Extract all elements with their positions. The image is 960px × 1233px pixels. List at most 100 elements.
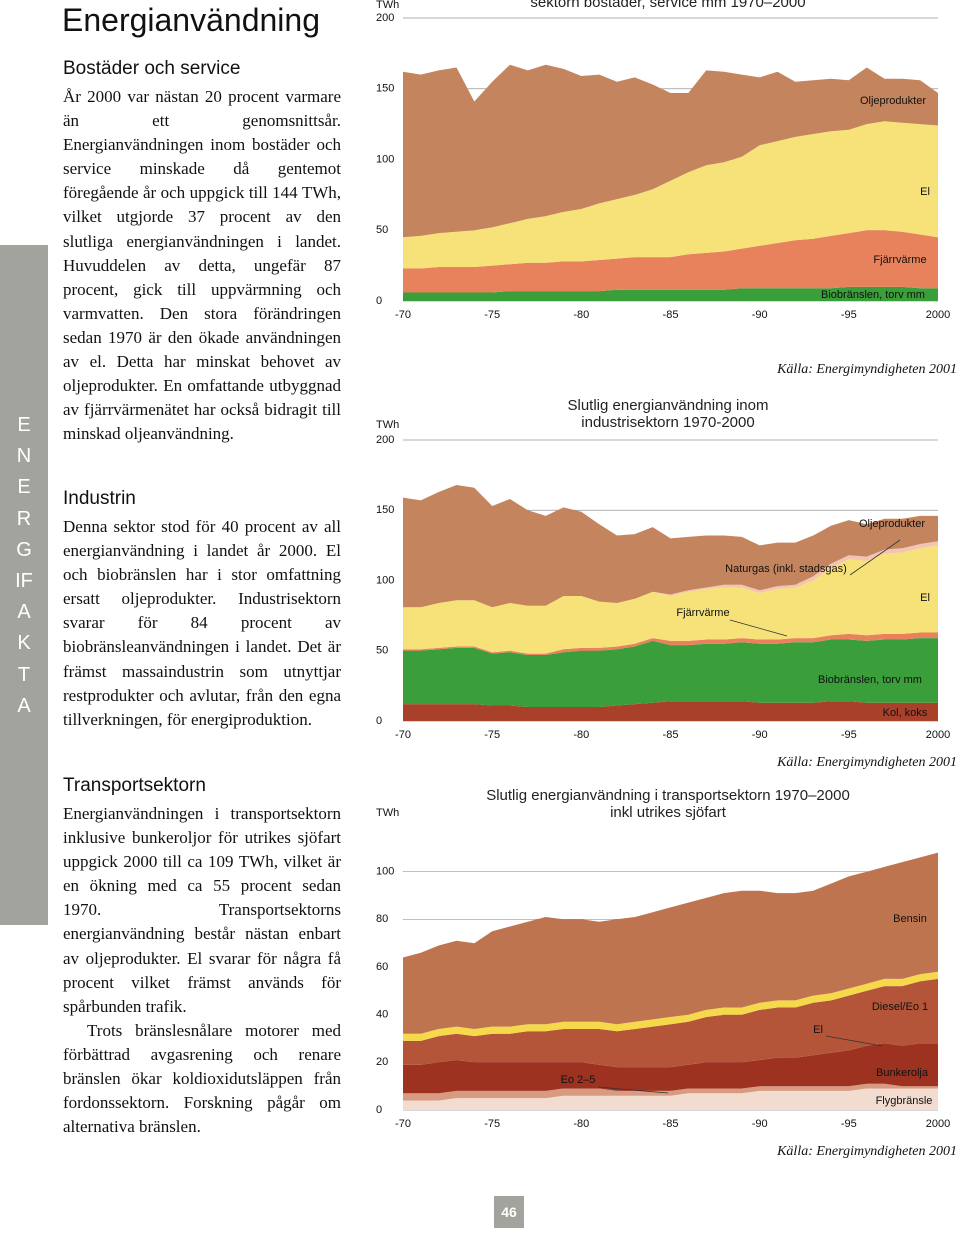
y-tick-label: 200: [376, 12, 394, 24]
y-tick-label: 150: [376, 504, 394, 516]
section: Industrin Denna sektor stod för 40 proce…: [63, 487, 341, 732]
legend-label: Biobränslen, torv mm: [821, 289, 925, 301]
area: [403, 632, 938, 655]
y-tick-label: 50: [376, 645, 388, 657]
legend-label: Oljeprodukter: [860, 95, 926, 107]
area: [403, 485, 938, 608]
area: [403, 638, 938, 707]
y-axis-label: TWh: [376, 419, 399, 431]
chart-title: Slutlig energianvändning inom: [568, 397, 769, 414]
chart-title: Slutlig energianvändning i transportsekt…: [486, 787, 850, 804]
y-tick-label: 100: [376, 866, 394, 878]
legend-label: Bunkerolja: [876, 1067, 929, 1079]
y-tick-label: 80: [376, 913, 388, 925]
chart-title: inkl utrikes sjöfart: [610, 804, 727, 821]
chart-title: industrisektorn 1970-2000: [581, 414, 754, 431]
section-heading: Industrin: [63, 488, 136, 509]
y-tick-label: 0: [376, 295, 382, 307]
paragraph: Trots bränslesnålare motorer med förbätt…: [63, 1020, 341, 1137]
y-tick-label: 150: [376, 83, 394, 95]
y-tick-label: 100: [376, 574, 394, 586]
y-tick-label: 0: [376, 1104, 382, 1116]
legend-label: Fjärrvärme: [676, 607, 729, 619]
y-tick-label: 20: [376, 1056, 388, 1068]
x-tick-label: -75: [484, 1118, 500, 1130]
x-tick-label: 2000: [926, 729, 950, 741]
x-tick-label: -85: [663, 729, 679, 741]
area: [403, 978, 938, 1068]
x-tick-label: -70: [395, 1118, 411, 1130]
y-tick-label: 60: [376, 961, 388, 973]
chart: 0 20 40 60 80 100 -70 -75 -80 -85 -90 -95 2000 Flygbr…: [376, 787, 957, 1159]
leader-line: [849, 539, 901, 576]
legend-label: Biobränslen, torv mm: [818, 674, 922, 686]
legend-label: Eo 2–5: [561, 1074, 596, 1086]
leader-line: [729, 619, 788, 637]
x-tick-label: -80: [573, 729, 589, 741]
y-tick-label: 0: [376, 715, 382, 727]
x-tick-label: -80: [573, 1118, 589, 1130]
x-tick-label: -95: [841, 1118, 857, 1130]
area: [403, 121, 938, 269]
paragraph: Energianvändningen i transportsektorn in…: [63, 804, 341, 1016]
page-title: Energianvändning: [62, 2, 320, 38]
section: Transportsektorn Energianvändningen i tr…: [63, 774, 341, 1139]
legend-label: El: [920, 186, 930, 198]
area: [403, 1088, 938, 1110]
section-heading: Bostäder och service: [63, 58, 241, 79]
x-tick-label: -90: [752, 309, 768, 321]
area: [403, 1083, 938, 1101]
area: [403, 852, 938, 1034]
section-heading: Transportsektorn: [63, 775, 206, 796]
source: Källa: Energimyndigheten 2001: [776, 362, 957, 377]
x-tick-label: -85: [663, 309, 679, 321]
leader-line: [825, 1035, 883, 1047]
legend-label: El: [813, 1024, 823, 1036]
source: Källa: Energimyndigheten 2001: [776, 1144, 957, 1159]
x-tick-label: -95: [841, 729, 857, 741]
chart-title: sektorn bostäder, service mm 1970–2000: [530, 0, 805, 11]
chart: 0 50 100 150 200 -70 -75 -80 -85 -90 -95 2000 Kol, k…: [376, 397, 957, 770]
legend-label: Bensin: [893, 913, 927, 925]
y-tick-label: 200: [376, 434, 394, 446]
x-tick-label: -75: [484, 309, 500, 321]
legend-label: Naturgas (inkl. stadsgas): [725, 563, 847, 575]
x-tick-label: -95: [841, 309, 857, 321]
y-tick-label: 50: [376, 224, 388, 236]
legend-label: Oljeprodukter: [859, 518, 925, 530]
x-tick-label: -70: [395, 309, 411, 321]
x-tick-label: 2000: [926, 309, 950, 321]
area: [403, 230, 938, 293]
legend-label: Flygbränsle: [876, 1095, 933, 1107]
area: [403, 701, 938, 721]
x-tick-label: -85: [663, 1118, 679, 1130]
y-tick-label: 100: [376, 153, 394, 165]
sidebar: [0, 245, 48, 925]
area: [403, 286, 938, 301]
area: [403, 1043, 938, 1094]
legend-label: Kol, koks: [883, 707, 928, 719]
source: Källa: Energimyndigheten 2001: [776, 755, 957, 770]
x-tick-label: -75: [484, 729, 500, 741]
x-tick-label: 2000: [926, 1118, 950, 1130]
section: Bostäder och service År 2000 var nästan …: [63, 57, 341, 446]
paragraph: Denna sektor stod för 40 procent av all …: [63, 517, 341, 729]
paragraph: År 2000 var nästan 20 procent varmare än…: [63, 87, 341, 444]
area: [403, 545, 938, 654]
area: [403, 64, 938, 238]
x-tick-label: -80: [573, 309, 589, 321]
legend-label: El: [920, 592, 930, 604]
y-tick-label: 40: [376, 1009, 388, 1021]
legend-label: Fjärrvärme: [873, 254, 926, 266]
x-tick-label: -70: [395, 729, 411, 741]
page-number: 46: [494, 1196, 524, 1228]
x-tick-label: -90: [752, 1118, 768, 1130]
sidebar-label: ENERGIFAKTA: [15, 414, 33, 717]
x-tick-label: -90: [752, 729, 768, 741]
legend-label: Diesel/Eo 1: [872, 1001, 928, 1013]
y-axis-label: TWh: [376, 807, 399, 819]
chart: 0 50 100 150 200 -70 -75 -80 -85 -90 -95 2000Biobrä…: [376, 0, 957, 377]
y-axis-label: TWh: [376, 0, 399, 11]
